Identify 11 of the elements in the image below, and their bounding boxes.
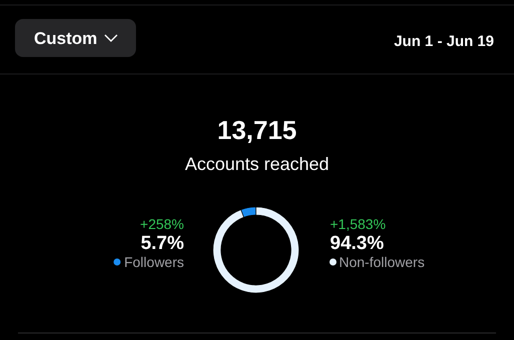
text: Jun 1 - Jun 19 [394,33,494,50]
legend-label: Non-followers [339,254,425,270]
text: +258% [140,216,184,232]
data-label: 94.3% [330,233,384,254]
chart-subtitle: Accounts reached [184,154,330,174]
text: +1,583% [330,216,386,232]
legend-label: Followers [124,254,184,270]
chart-title: 13,715 [217,115,297,145]
donut-slice [212,206,300,294]
data-label: 5.7% [140,233,184,254]
text: Custom [34,29,98,48]
